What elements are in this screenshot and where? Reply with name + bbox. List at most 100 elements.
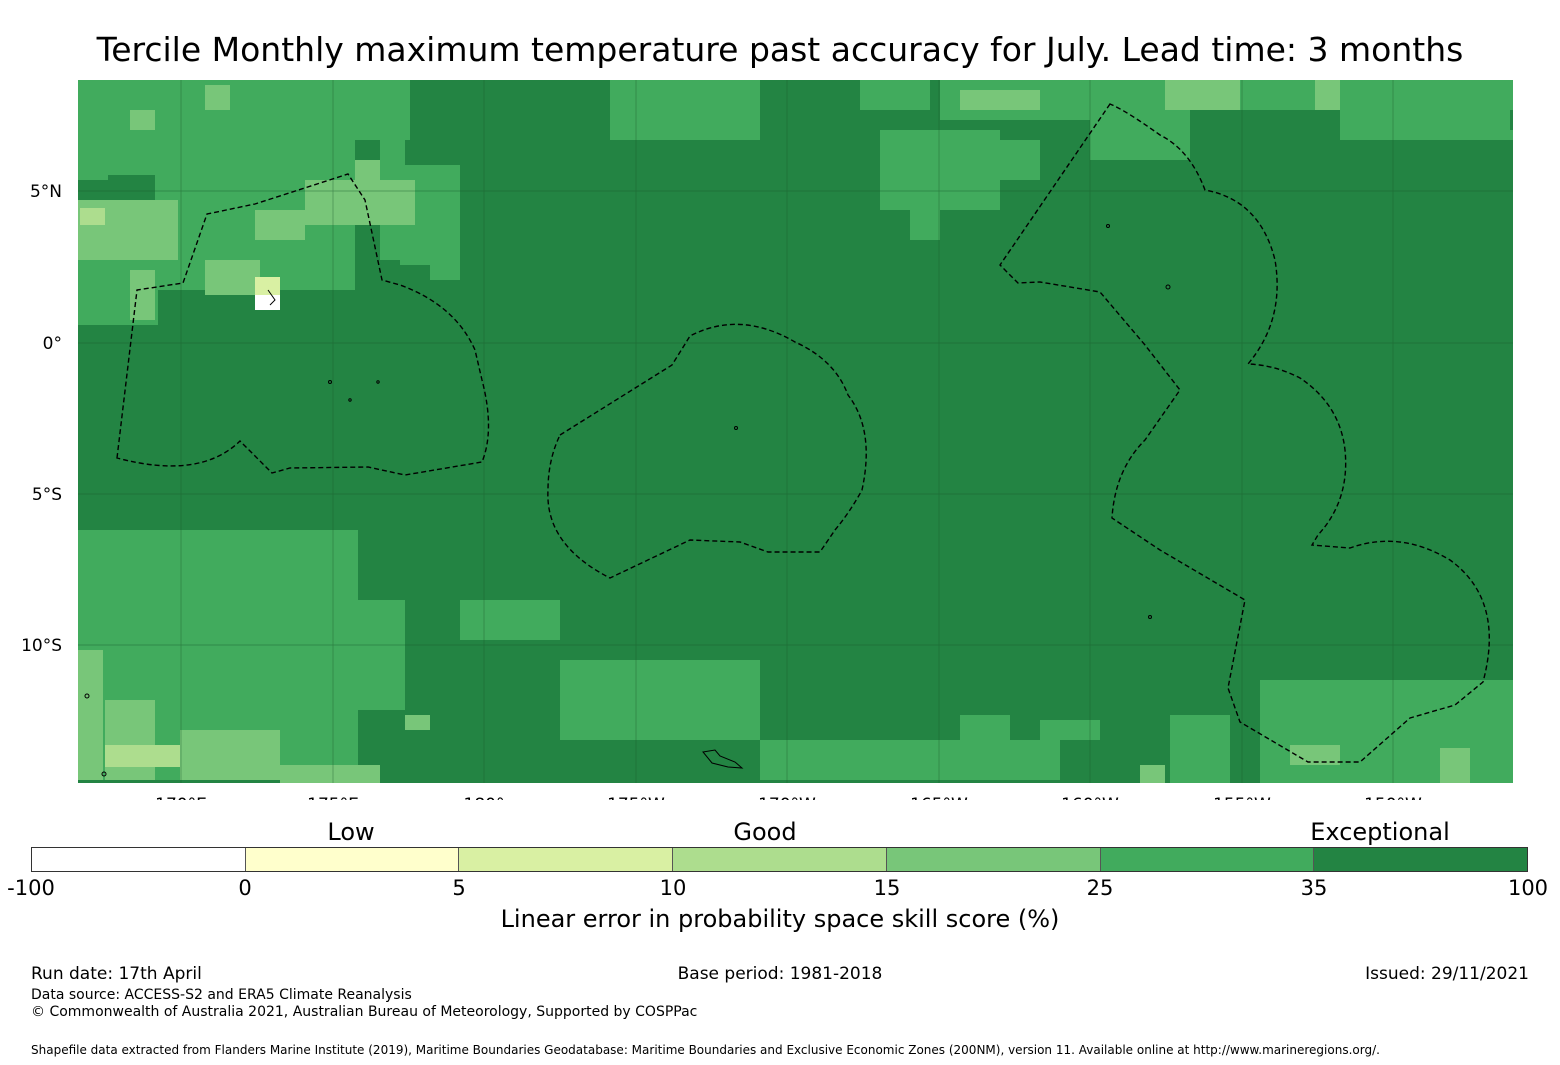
- skill-patch: [1440, 748, 1470, 783]
- colorbar-tick: 15: [873, 876, 901, 900]
- skill-patch: [1480, 720, 1513, 783]
- eez-boundary-line-islands: [999, 103, 1490, 763]
- latitude-labels: 5°N 0° 5°S 10°S: [21, 182, 62, 656]
- skill-patch: [1190, 80, 1513, 110]
- lat-label: 10°S: [21, 636, 62, 656]
- eez-boundaries: [116, 103, 1490, 763]
- island-samoa: [702, 749, 744, 769]
- skill-patch: [1290, 745, 1340, 765]
- skill-patch: [1140, 765, 1165, 783]
- lon-label: 160°W: [1061, 795, 1119, 800]
- lat-label: 0°: [43, 334, 62, 354]
- skill-patch: [78, 140, 108, 180]
- lon-label: 175°W: [607, 795, 665, 800]
- shapefile-credit: Shapefile data extracted from Flanders M…: [31, 1043, 1380, 1057]
- island-dot: [348, 398, 352, 402]
- skill-patch: [180, 730, 280, 780]
- island-tarawa: [267, 289, 276, 306]
- lon-label: 170°E: [155, 795, 207, 800]
- skill-patch: [405, 715, 430, 730]
- island-dot: [101, 771, 107, 777]
- skill-patches: [78, 80, 1513, 783]
- lon-label: 175°E: [307, 795, 359, 800]
- colorbar-segment-2: [459, 848, 674, 871]
- coastlines: [84, 224, 1171, 777]
- skill-patch: [255, 295, 280, 310]
- copyright: © Commonwealth of Australia 2021, Austra…: [31, 1004, 698, 1020]
- colorbar-segment-1: [245, 848, 460, 871]
- skill-patch: [560, 660, 760, 740]
- skill-patch: [105, 700, 155, 780]
- skill-patch: [430, 230, 460, 280]
- map-title: Tercile Monthly maximum temperature past…: [96, 30, 1464, 69]
- skill-patch: [80, 208, 105, 225]
- skill-patch: [610, 80, 760, 140]
- lon-label: 180°: [464, 795, 505, 800]
- skill-patch: [355, 160, 380, 180]
- colorbar-tick: 10: [659, 876, 687, 900]
- island-dot: [84, 693, 90, 699]
- skill-patch: [255, 210, 305, 240]
- skill-patch: [205, 85, 230, 110]
- skill-patch: [205, 260, 260, 295]
- colorbar-segment-5: [1100, 848, 1315, 871]
- colorbar-tick: 100: [1507, 876, 1549, 900]
- eez-boundary-kiribati-west: [116, 173, 490, 476]
- lon-label: 165°W: [910, 795, 968, 800]
- skill-patch: [1170, 715, 1230, 783]
- lon-label: 150°W: [1364, 795, 1422, 800]
- skill-patch: [960, 715, 1010, 740]
- skill-patch: [760, 740, 1060, 780]
- colorbar-tick: 0: [238, 876, 252, 900]
- colorbar-segment-0: [32, 848, 246, 871]
- lon-label: 155°W: [1213, 795, 1271, 800]
- skill-score-map: 5°N 0° 5°S 10°S 170°E 175°E 180° 175°W 170°W 165…: [21, 80, 1513, 800]
- colorbar: [31, 847, 1528, 872]
- colorbar-tick: 35: [1300, 876, 1328, 900]
- island-dot: [734, 426, 738, 430]
- lat-label: 5°S: [32, 485, 62, 505]
- colorbar-category-good: Good: [733, 818, 797, 846]
- colorbar-tick: -100: [7, 876, 55, 900]
- island-dot: [376, 380, 380, 384]
- skill-patch: [910, 210, 940, 240]
- colorbar-segment-6: [1314, 848, 1528, 871]
- lon-label: 170°W: [758, 795, 816, 800]
- data-source: Data source: ACCESS-S2 and ERA5 Climate …: [31, 987, 412, 1003]
- colorbar-segment-3: [673, 848, 887, 871]
- colorbar-tick: 25: [1086, 876, 1114, 900]
- issued-date: Issued: 29/11/2021: [1365, 964, 1529, 984]
- lat-label: 5°N: [30, 182, 62, 202]
- skill-patch: [860, 80, 930, 110]
- skill-patch: [1165, 80, 1240, 110]
- skill-patch: [130, 110, 155, 130]
- colorbar-label: Linear error in probability space skill …: [500, 905, 1060, 933]
- run-date: Run date: 17th April: [31, 964, 202, 984]
- eez-boundary-phoenix: [547, 323, 867, 579]
- colorbar-category-exceptional: Exceptional: [1310, 818, 1450, 846]
- colorbar-category-low: Low: [327, 818, 375, 846]
- skill-patch: [305, 180, 415, 225]
- map-gridlines: [78, 80, 1513, 783]
- skill-patch: [355, 600, 405, 710]
- island-dot: [1165, 284, 1171, 290]
- base-period: Base period: 1981-2018: [677, 964, 883, 984]
- skill-patch: [1400, 130, 1513, 140]
- skill-patch: [105, 745, 180, 767]
- skill-patch: [255, 277, 280, 295]
- skill-patch: [78, 650, 103, 780]
- skill-patch: [1040, 720, 1100, 740]
- island-dot: [328, 380, 332, 384]
- skill-patch: [1000, 140, 1040, 180]
- skill-patch: [960, 90, 1040, 110]
- island-dot: [1148, 615, 1152, 619]
- island-dot: [1106, 224, 1110, 228]
- skill-patch: [1315, 80, 1340, 110]
- colorbar-segment-4: [886, 848, 1101, 871]
- skill-patch: [460, 600, 560, 640]
- skill-patch: [1260, 680, 1513, 783]
- colorbar-tick: 5: [452, 876, 466, 900]
- longitude-labels: 170°E 175°E 180° 175°W 170°W 165°W 160°W 155°W 1…: [155, 795, 1422, 800]
- skill-patch: [880, 130, 1000, 210]
- skill-patch: [280, 765, 380, 783]
